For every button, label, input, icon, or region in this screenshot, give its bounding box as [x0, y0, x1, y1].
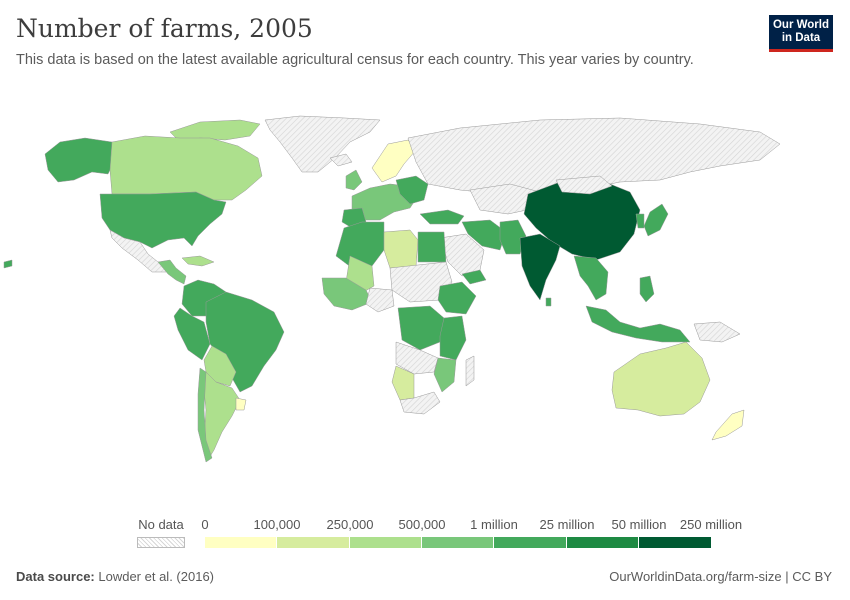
country-northwest-africa[interactable]: [335, 221, 385, 269]
country-southeast-asia[interactable]: [573, 255, 609, 301]
country-yemen[interactable]: [461, 269, 487, 285]
country-central-america[interactable]: [157, 259, 187, 285]
country-chile[interactable]: [197, 367, 213, 463]
country-australia[interactable]: [611, 341, 711, 417]
chart-title: Number of farms, 2005: [16, 14, 313, 43]
country-caribbean[interactable]: [181, 255, 215, 267]
country-middle-east[interactable]: [461, 219, 507, 251]
country-sri-lanka[interactable]: [545, 297, 552, 307]
country-iceland[interactable]: [329, 153, 353, 167]
legend-tick-label: 25 million: [539, 517, 595, 532]
country-india[interactable]: [519, 233, 561, 301]
legend-tick-label: 250,000: [326, 517, 374, 532]
country-east-europe[interactable]: [395, 175, 429, 205]
legend-bin[interactable]: [422, 537, 494, 548]
legend-tick-label: 250 million: [679, 517, 743, 532]
country-mongolia[interactable]: [555, 175, 613, 195]
footer-url-link[interactable]: OurWorldinData.org/farm-size | CC BY: [609, 569, 832, 584]
legend-nodata-swatch[interactable]: [137, 537, 185, 548]
legend-bin[interactable]: [277, 537, 350, 548]
country-uk[interactable]: [345, 169, 363, 191]
country-argentina[interactable]: [203, 371, 241, 461]
data-source-link[interactable]: Lowder et al. (2016): [98, 569, 214, 584]
country-west-africa[interactable]: [321, 277, 373, 311]
legend-tick-label: 1 million: [470, 517, 518, 532]
country-turkey[interactable]: [419, 209, 465, 225]
logo-line-1: Our World: [772, 19, 829, 31]
country-central-africa[interactable]: [397, 305, 445, 351]
country-canada[interactable]: [109, 135, 263, 201]
owid-logo[interactable]: Our World in Data: [769, 15, 833, 52]
country-angola-zambia[interactable]: [395, 341, 439, 375]
country-east-africa[interactable]: [439, 315, 467, 361]
chart-subtitle: This data is based on the latest availab…: [16, 52, 694, 68]
country-south-africa[interactable]: [399, 391, 441, 415]
country-hawaii[interactable]: [3, 259, 13, 269]
country-peru[interactable]: [173, 307, 211, 361]
legend-bin[interactable]: [494, 537, 567, 548]
country-russia[interactable]: [407, 117, 781, 201]
legend-tick-label: 0: [201, 517, 209, 532]
country-nigeria[interactable]: [365, 287, 395, 313]
legend-tick-label: 500,000: [398, 517, 446, 532]
country-madagascar[interactable]: [465, 355, 475, 387]
country-ethiopia[interactable]: [437, 281, 477, 315]
country-greenland[interactable]: [264, 115, 381, 173]
legend-tick-label: 50 million: [611, 517, 667, 532]
legend-bin[interactable]: [350, 537, 422, 548]
country-korea[interactable]: [635, 213, 645, 229]
country-papua[interactable]: [693, 321, 741, 343]
country-new-zealand[interactable]: [711, 409, 745, 441]
country-philippines[interactable]: [639, 275, 655, 303]
country-alaska[interactable]: [44, 137, 116, 183]
logo-line-2: in Data: [781, 32, 821, 44]
country-indonesia[interactable]: [585, 305, 691, 343]
data-source-label: Data source:: [16, 569, 95, 584]
legend-nodata-label: No data: [138, 517, 184, 532]
country-pakistan[interactable]: [499, 219, 527, 255]
country-uruguay[interactable]: [235, 397, 247, 411]
legend-tick-label: 100,000: [253, 517, 301, 532]
world-map: [3, 115, 781, 463]
country-libya[interactable]: [383, 229, 419, 269]
country-scandinavia[interactable]: [371, 139, 417, 183]
country-egypt[interactable]: [417, 231, 447, 263]
legend-bin[interactable]: [639, 537, 711, 548]
legend-bin[interactable]: [205, 537, 277, 548]
data-source: Data source: Lowder et al. (2016): [16, 569, 214, 584]
country-japan[interactable]: [643, 203, 669, 237]
legend-bin[interactable]: [567, 537, 639, 548]
country-mozambique[interactable]: [433, 357, 457, 393]
